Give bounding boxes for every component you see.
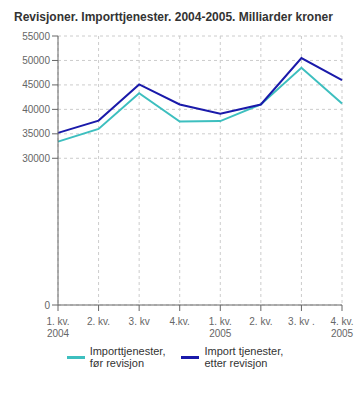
html-text:Importtjenester, før revisjon: Importtjenester, før revisjon	[89, 345, 166, 369]
svg-text:45000: 45000	[22, 79, 50, 90]
svg-text:30000: 30000	[22, 153, 50, 164]
svg-text:2. kv.: 2. kv.	[249, 316, 272, 327]
html-text:Import tjenester, etter revisj: Import tjenester, etter revisjon	[204, 345, 284, 369]
svg-text:35000: 35000	[22, 128, 50, 139]
svg-text:40000: 40000	[22, 104, 50, 115]
svg-text:2. kv.: 2. kv.	[87, 316, 110, 327]
svg-text:4.kv.: 4.kv.	[170, 316, 190, 327]
svg-text:4. kv.2005: 4. kv.2005	[330, 316, 353, 339]
svg-text:3. kv: 3. kv	[129, 316, 150, 327]
svg-text:1. kv.2004: 1. kv.2004	[46, 316, 69, 339]
svg-text:0: 0	[44, 300, 50, 311]
svg-text:55000: 55000	[22, 31, 50, 42]
svg-text:1. kv.2005: 1. kv.2005	[209, 316, 232, 339]
svg-text:50000: 50000	[22, 55, 50, 66]
svg-text:3. kv .: 3. kv .	[288, 316, 315, 327]
html-text:Revisjoner. Importtjenester. 2: Revisjoner. Importtjenester. 2004-2005. …	[14, 10, 333, 24]
